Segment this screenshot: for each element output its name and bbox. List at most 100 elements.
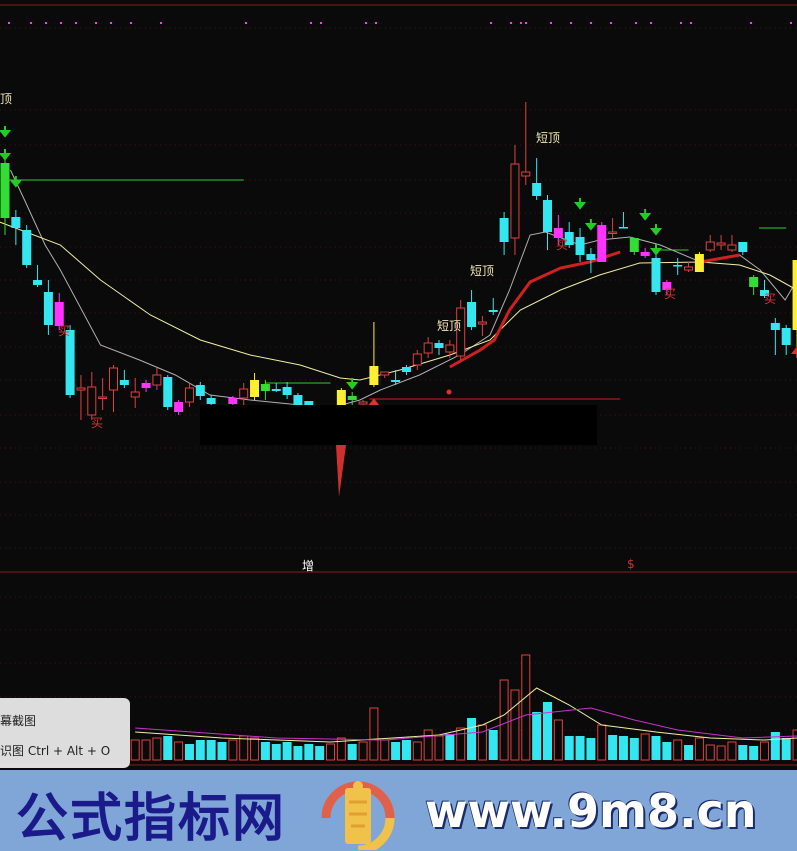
candle-body (228, 398, 238, 404)
volume-bar (423, 729, 433, 761)
candle-body (705, 241, 715, 251)
volume-bar (358, 741, 368, 761)
volume-bar (575, 736, 585, 760)
candle-body (727, 244, 737, 251)
signal-dot (750, 22, 752, 24)
up-arrow-icon (790, 346, 797, 358)
volume-bar (326, 743, 335, 761)
volume-bar (130, 739, 140, 761)
volume-bar (727, 741, 737, 761)
volume-bar (412, 741, 422, 761)
candle-body (618, 227, 628, 229)
candle-body (629, 238, 639, 252)
down-arrow-icon (573, 198, 587, 210)
volume-bar (694, 737, 704, 761)
volume-bar (792, 729, 797, 761)
signal-dot (75, 22, 77, 24)
candle-body (749, 277, 759, 287)
candle-body (553, 228, 563, 238)
candle-body (282, 387, 292, 395)
candle-body (184, 387, 194, 403)
signal-dot (650, 22, 652, 24)
volume-bar (163, 736, 173, 760)
moving-average-line (700, 253, 740, 264)
candle-body (564, 232, 574, 245)
candle-body (54, 302, 64, 326)
candle-body (651, 258, 661, 292)
volume-bar (315, 746, 325, 760)
volume-bar (434, 735, 444, 761)
candle-body (608, 231, 618, 234)
candle-body (174, 402, 184, 412)
volume-bar (174, 741, 184, 761)
kline-chart[interactable] (0, 0, 797, 770)
volume-bar (749, 746, 759, 760)
down-arrow-icon (649, 224, 663, 236)
volume-bar (499, 679, 509, 761)
candle-body (336, 390, 346, 405)
volume-bar (553, 719, 563, 761)
candle-body (141, 383, 151, 388)
spike-marker (336, 445, 346, 497)
volume-bar (206, 740, 216, 760)
menu-item-screenshot[interactable]: 幕截图 (0, 714, 37, 728)
candle-body (195, 385, 205, 396)
moving-average-line (0, 221, 797, 381)
volume-bar (618, 736, 628, 760)
signal-dot (490, 22, 492, 24)
dollar-marker: $ (627, 557, 635, 571)
buy-label: 买 (664, 287, 677, 301)
candle-body (250, 380, 260, 397)
signal-dot (590, 22, 592, 24)
volume-bar (651, 736, 661, 760)
volume-bar (608, 735, 618, 760)
short-top-label: 短顶 (536, 131, 561, 145)
candle-body (76, 387, 86, 391)
candle-body (152, 374, 162, 386)
increase-marker: 增 (302, 559, 315, 573)
watermark-banner: 公式指标网 www.9m8.cn (0, 770, 797, 851)
volume-bar (401, 740, 411, 760)
candle-body (673, 265, 683, 267)
candle-body (694, 254, 704, 272)
candle-body (521, 171, 531, 177)
signal-dot (95, 22, 97, 24)
signal-dot (525, 22, 527, 24)
volume-ma-line (135, 707, 797, 741)
signal-dot (130, 22, 132, 24)
candle-body (456, 307, 466, 357)
volume-bar (597, 724, 607, 761)
candle-body (662, 282, 672, 290)
signal-dot (160, 22, 162, 24)
candle-body (163, 377, 173, 407)
candle-body (380, 371, 390, 376)
volume-bar (673, 739, 683, 761)
candle-body (477, 321, 487, 325)
volume-bar (250, 737, 260, 761)
volume-bar (662, 742, 672, 760)
volume-bar (336, 737, 346, 761)
volume-bar (391, 742, 401, 760)
down-arrow-icon (0, 149, 12, 161)
volume-bar (195, 740, 205, 760)
candle-body (22, 230, 32, 265)
volume-ma-line (135, 687, 797, 743)
buy-label: 买 (764, 292, 777, 306)
volume-bar (467, 718, 477, 760)
buy-label: 买 (91, 416, 104, 430)
short-top-label: 顶 (0, 92, 13, 106)
volume-bar (184, 744, 194, 760)
candle-body (391, 380, 401, 382)
menu-item-recognize-image[interactable]: 识图 Ctrl + Alt + O (0, 744, 111, 758)
volume-bar (152, 737, 162, 761)
candle-body (98, 396, 108, 399)
signal-dot (680, 22, 682, 24)
site-logo-icon (321, 781, 395, 850)
candle-body (87, 386, 97, 416)
signal-dot (520, 22, 522, 24)
down-arrow-icon (346, 378, 359, 390)
volume-bar (271, 744, 281, 760)
candle-body (488, 310, 498, 312)
buy-label: 买 (556, 238, 569, 252)
